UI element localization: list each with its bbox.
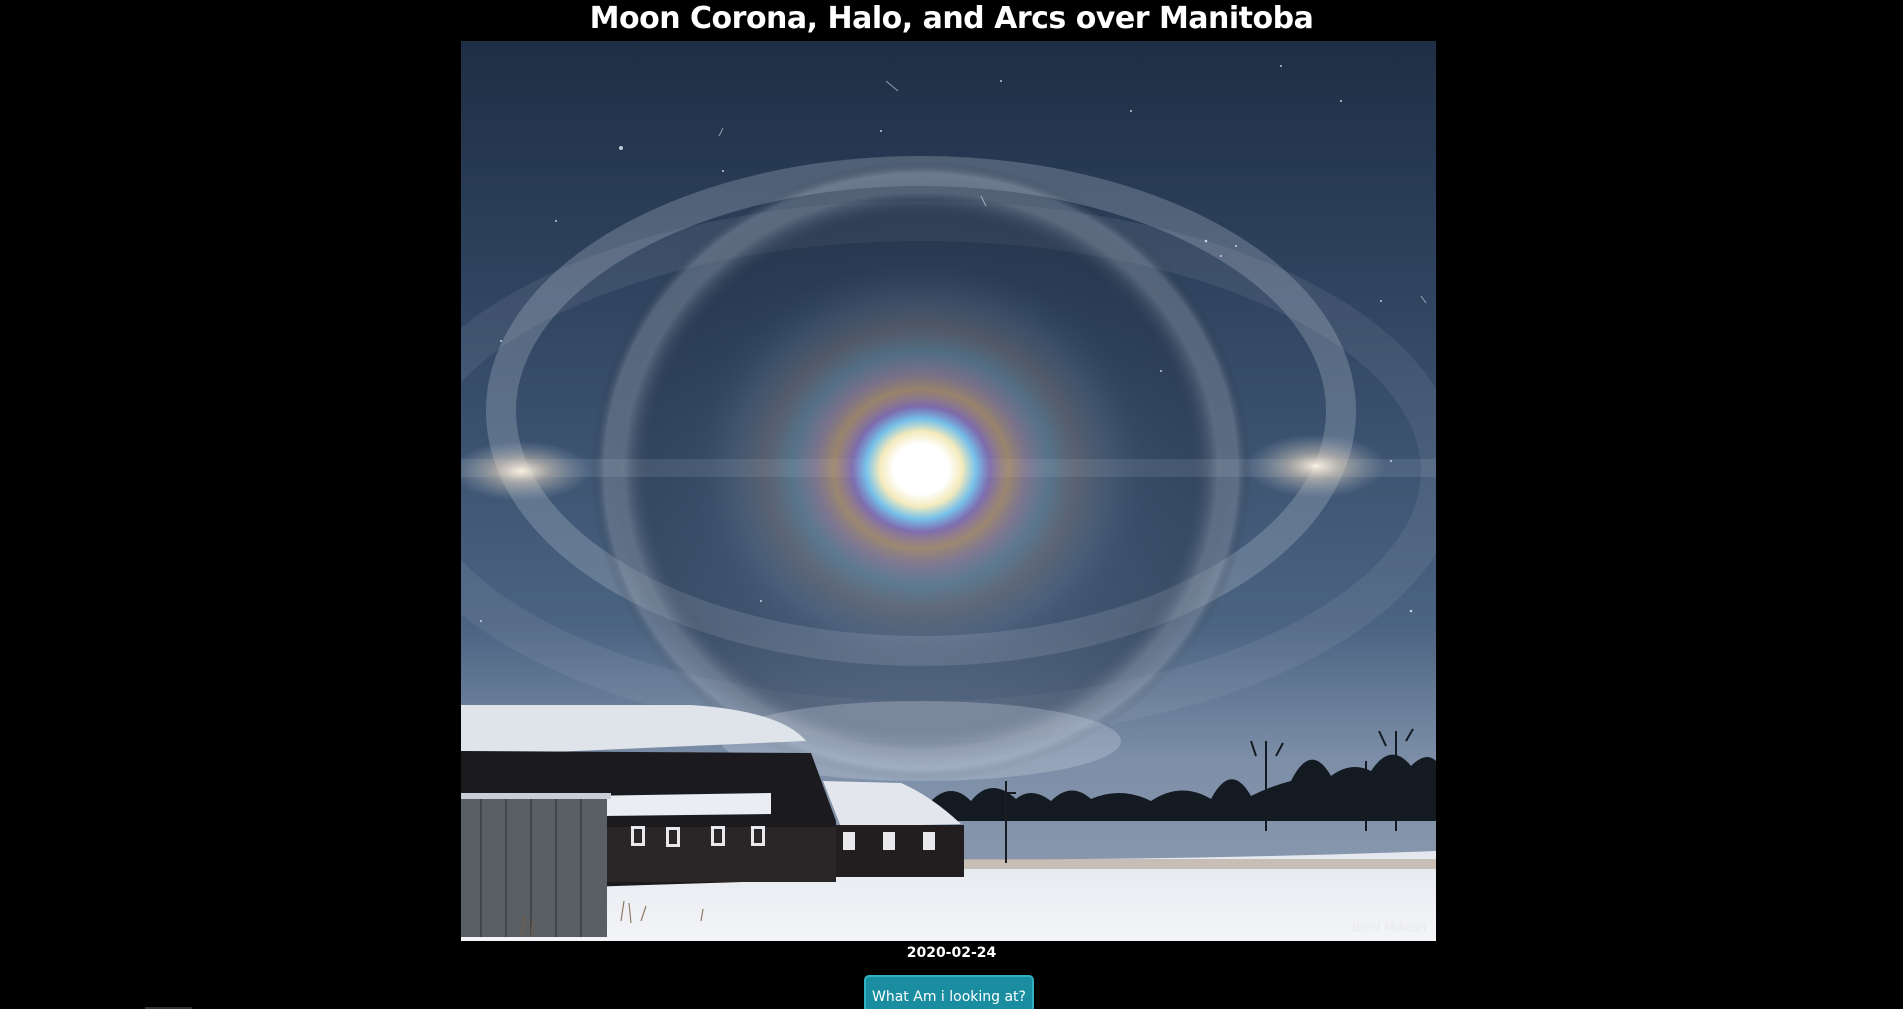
scrollbar-thumb[interactable] bbox=[145, 1007, 192, 1009]
page-title: Moon Corona, Halo, and Arcs over Manitob… bbox=[589, 1, 1314, 36]
what-am-i-looking-at-button[interactable]: What Am i looking at? bbox=[864, 975, 1034, 1009]
photo-credit: Brent Mckean bbox=[1351, 920, 1426, 934]
post-date: 2020-02-24 bbox=[906, 945, 997, 961]
moon-halo-illustration bbox=[461, 41, 1436, 941]
astronomy-photo: Brent Mckean bbox=[461, 41, 1436, 941]
